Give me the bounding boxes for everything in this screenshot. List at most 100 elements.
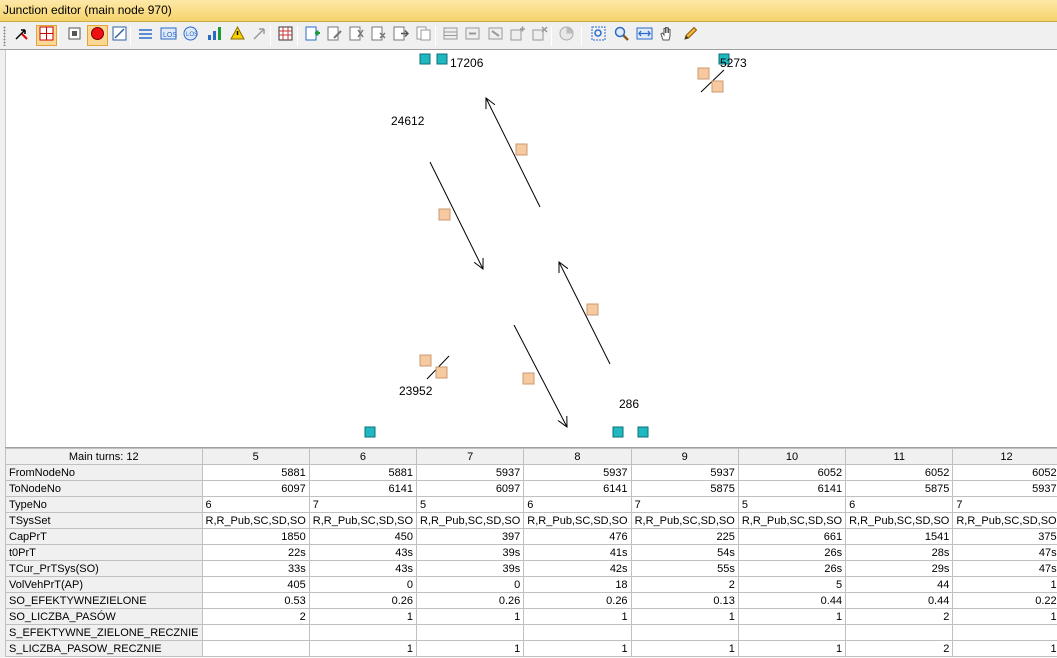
table-cell[interactable]: 39s	[416, 560, 525, 577]
delete-button[interactable]	[368, 25, 389, 46]
column-header[interactable]: 12	[952, 448, 1057, 465]
arrow-button[interactable]	[249, 25, 270, 46]
table-cell[interactable]	[416, 624, 525, 641]
table-button[interactable]	[275, 25, 296, 46]
row-header[interactable]: CapPrT	[5, 528, 203, 545]
circle-button[interactable]	[556, 25, 577, 46]
node-connector[interactable]	[637, 426, 649, 438]
table-cell[interactable]: 29s	[845, 560, 954, 577]
link-marker[interactable]	[711, 80, 724, 93]
table-cell[interactable]: 1	[523, 640, 632, 657]
row-header[interactable]: VolVehPrT(AP)	[5, 576, 203, 593]
table-cell[interactable]: R,R_Pub,SC,SD,SO	[630, 512, 739, 529]
table-cell[interactable]: 28s	[845, 544, 954, 561]
table-cell[interactable]: 6052	[737, 464, 847, 481]
row-header[interactable]: t0PrT	[5, 544, 203, 561]
table-cell[interactable]: 6141	[523, 480, 632, 497]
turn-arrow[interactable]	[486, 98, 541, 208]
column-header[interactable]: 7	[416, 448, 525, 465]
table-cell[interactable]: 5875	[630, 480, 739, 497]
table-cell[interactable]: 41s	[523, 544, 632, 561]
table-cell[interactable]	[523, 624, 632, 641]
table-cell[interactable]: R,R_Pub,SC,SD,SO	[201, 512, 310, 529]
record-button[interactable]	[87, 25, 108, 46]
table-cell[interactable]: 1	[630, 640, 739, 657]
zoom-button[interactable]	[611, 25, 632, 46]
table-cell[interactable]: 5881	[201, 464, 310, 481]
table-cell[interactable]: 0.53	[201, 592, 310, 609]
table-cell[interactable]	[201, 640, 310, 657]
table-cell[interactable]: 1	[416, 608, 525, 625]
table-cell[interactable]: 22s	[201, 544, 310, 561]
table-cell[interactable]: 6052	[952, 464, 1057, 481]
row-header[interactable]: S_LICZBA_PASOW_RECZNIE	[5, 640, 203, 657]
table-cell[interactable]: 18	[523, 576, 632, 593]
table-cell[interactable]: 1	[737, 608, 847, 625]
table-cell[interactable]: R,R_Pub,SC,SD,SO	[523, 512, 632, 529]
table-cell[interactable]: 26s	[737, 560, 847, 577]
node-connector[interactable]	[364, 426, 376, 438]
table-cell[interactable]: 6141	[308, 480, 418, 497]
table-cell[interactable]: 7	[952, 496, 1057, 513]
table-cell[interactable]: 39s	[416, 544, 525, 561]
split-button[interactable]	[346, 25, 367, 46]
table-cell[interactable]: 375	[952, 528, 1057, 545]
column-header[interactable]: 10	[737, 448, 847, 465]
table-cell[interactable]: R,R_Pub,SC,SD,SO	[308, 512, 418, 529]
table-cell[interactable]: 47s	[952, 544, 1057, 561]
table-cell[interactable]: 7	[308, 496, 418, 513]
junction-diagram[interactable]: 17206 5273 24612 23952 286	[5, 50, 1057, 447]
chart-button[interactable]	[204, 25, 225, 46]
table-cell[interactable]: 476	[523, 528, 632, 545]
node-connector[interactable]	[436, 53, 448, 65]
link-marker[interactable]	[438, 208, 451, 221]
link-marker[interactable]	[697, 67, 710, 80]
table-cell[interactable]: 0.44	[737, 592, 847, 609]
copy-button[interactable]	[413, 25, 434, 46]
turn-arrow[interactable]	[559, 262, 611, 365]
warning-button[interactable]	[227, 25, 248, 46]
link-marker[interactable]	[522, 372, 535, 385]
table-cell[interactable]: 6097	[201, 480, 310, 497]
row-header[interactable]: TCur_PrTSys(SO)	[5, 560, 203, 577]
turn-arrow[interactable]	[513, 324, 567, 427]
row-header[interactable]: SO_EFEKTYWNEZIELONE	[5, 592, 203, 609]
table-cell[interactable]: 6	[523, 496, 632, 513]
table-cell[interactable]: R,R_Pub,SC,SD,SO	[737, 512, 847, 529]
edit-button[interactable]	[324, 25, 345, 46]
link-marker[interactable]	[586, 303, 599, 316]
grid-e-button[interactable]	[529, 25, 550, 46]
table-cell[interactable]: 1	[308, 640, 418, 657]
table-cell[interactable]: 0.26	[308, 592, 418, 609]
pencil-button[interactable]	[680, 25, 701, 46]
grid-corner-label[interactable]: Main turns: 12	[5, 448, 203, 465]
column-header[interactable]: 11	[845, 448, 954, 465]
table-cell[interactable]	[952, 624, 1057, 641]
table-cell[interactable]: 5937	[630, 464, 739, 481]
link-marker[interactable]	[419, 354, 432, 367]
row-header[interactable]: TSysSet	[5, 512, 203, 529]
table-cell[interactable]: 44	[845, 576, 954, 593]
table-cell[interactable]: 0	[416, 576, 525, 593]
table-cell[interactable]: 1	[952, 576, 1057, 593]
table-cell[interactable]	[845, 624, 954, 641]
table-cell[interactable]: 42s	[523, 560, 632, 577]
row-header[interactable]: ToNodeNo	[5, 480, 203, 497]
row-header[interactable]: S_EFEKTYWNE_ZIELONE_RECZNIE	[5, 624, 203, 641]
grid-d-button[interactable]	[507, 25, 528, 46]
pan-hand-button[interactable]	[656, 25, 677, 46]
row-header[interactable]: SO_LICZBA_PASÓW	[5, 608, 203, 625]
table-cell[interactable]: 1	[416, 640, 525, 657]
table-cell[interactable]	[630, 624, 739, 641]
table-cell[interactable]: R,R_Pub,SC,SD,SO	[416, 512, 525, 529]
fit-button[interactable]	[634, 25, 655, 46]
table-cell[interactable]: 0.26	[416, 592, 525, 609]
node-connector[interactable]	[718, 53, 730, 65]
table-cell[interactable]: 6097	[416, 480, 525, 497]
table-cell[interactable]: 5	[737, 576, 847, 593]
table-cell[interactable]: 1850	[201, 528, 310, 545]
table-cell[interactable]: 47s	[952, 560, 1057, 577]
junction-view-button[interactable]	[36, 25, 57, 46]
column-header[interactable]: 5	[201, 448, 310, 465]
table-cell[interactable]: 0	[308, 576, 418, 593]
